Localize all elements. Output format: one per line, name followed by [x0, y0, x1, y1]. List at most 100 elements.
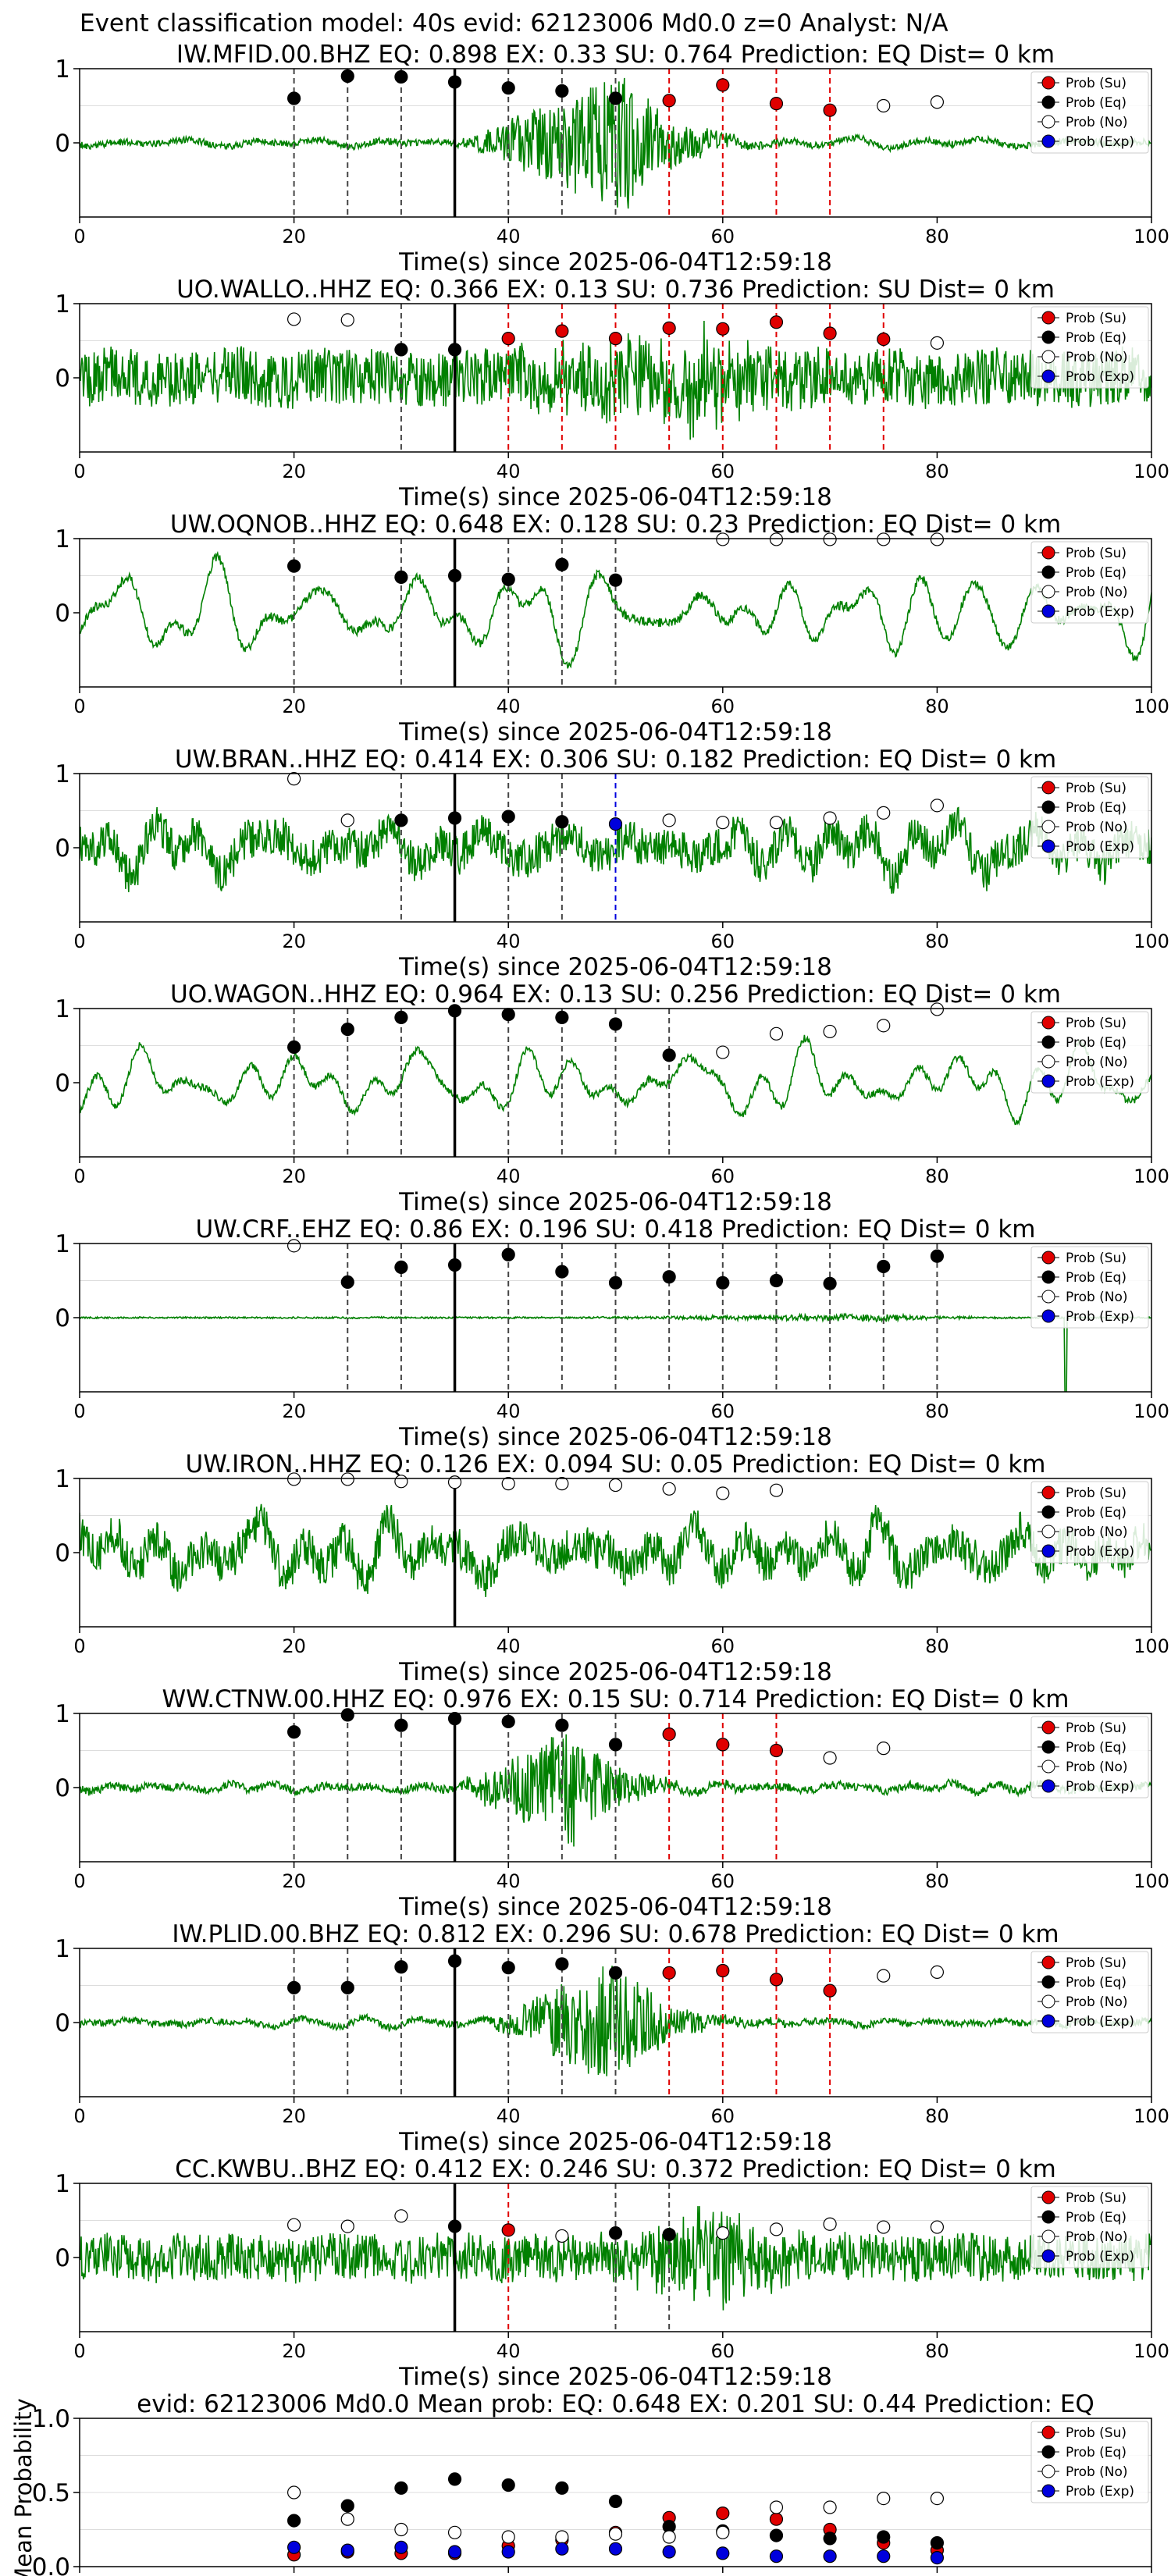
x-tick-label: 100: [1134, 461, 1169, 482]
legend: Prob (Su) Prob (Eq) Prob (No) Prob (Exp): [1030, 306, 1149, 389]
panel-5: UO.WAGON..HHZ EQ: 0.964 EX: 0.13 SU: 0.2…: [55, 980, 1169, 1216]
prob-point-no: [769, 1483, 784, 1497]
x-tick-label: 80: [925, 696, 949, 717]
prob-point-eq: [394, 1718, 408, 1732]
x-tick-label: 60: [711, 461, 735, 482]
y-tick-label: 0: [55, 2244, 70, 2272]
prob-point-su: [823, 1984, 837, 1998]
prob-point-eq: [555, 1718, 569, 1732]
panel-4: UW.BRAN..HHZ EQ: 0.414 EX: 0.306 SU: 0.1…: [55, 745, 1169, 981]
prob-point-su: [662, 94, 676, 108]
waveform-trace: [80, 1734, 1151, 1847]
x-tick-label: 20: [282, 930, 306, 952]
prob-point-exp: [608, 817, 623, 831]
panel-title: IW.MFID.00.BHZ EQ: 0.898 EX: 0.33 SU: 0.…: [176, 41, 1055, 69]
panel-title: UW.OQNOB..HHZ EQ: 0.648 EX: 0.128 SU: 0.…: [170, 511, 1061, 539]
x-tick-label: 60: [711, 696, 735, 717]
figure-title: Event classification model: 40s evid: 62…: [80, 9, 949, 37]
mean-point-exp: [287, 2540, 301, 2554]
prob-point-eq: [340, 1980, 354, 1994]
y-tick-label: 1: [55, 1700, 70, 1728]
prob-point-no: [877, 532, 891, 546]
x-tick-label: 60: [711, 226, 735, 247]
mean-point-no: [608, 2527, 623, 2541]
mean-point-no: [447, 2525, 462, 2539]
legend-label-no: Prob (No): [1066, 350, 1128, 365]
legend-box: [1030, 776, 1149, 859]
prob-point-no: [823, 1751, 837, 1765]
x-tick-label: 40: [497, 1870, 521, 1892]
legend-label-su: Prob (Su): [1066, 1485, 1127, 1501]
legend-marker-no: [1041, 1055, 1055, 1069]
y-tick-label: 1.0: [32, 2405, 70, 2433]
legend-label-eq: Prob (Eq): [1066, 1035, 1127, 1051]
prob-point-eq: [555, 815, 569, 829]
prob-point-no: [769, 2222, 784, 2236]
legend: Prob (Su) Prob (Eq) Prob (No) Prob (Exp): [1030, 776, 1149, 859]
prob-point-no: [716, 532, 730, 546]
plot-area: [80, 69, 1151, 217]
y-tick-label: 0.5: [32, 2479, 70, 2507]
prob-point-eq: [287, 1980, 301, 1994]
x-tick-label: 40: [497, 2105, 521, 2127]
legend-label-no: Prob (No): [1066, 1055, 1128, 1070]
mean-point-exp: [769, 2549, 784, 2564]
prob-point-eq: [608, 2226, 623, 2240]
panel-title: UW.IRON..HHZ EQ: 0.126 EX: 0.094 SU: 0.0…: [186, 1450, 1046, 1478]
mean-point-exp: [447, 2545, 462, 2559]
y-tick-label: 0: [55, 834, 70, 863]
mean-point-eq: [930, 2536, 945, 2550]
legend-marker-su: [1041, 1016, 1055, 1030]
legend-label-su: Prob (Su): [1066, 2425, 1127, 2441]
legend-marker-su: [1041, 76, 1055, 90]
plot-area: [80, 774, 1151, 922]
mean-point-su: [716, 2507, 730, 2521]
legend-marker-su: [1041, 2190, 1055, 2204]
x-tick-label: 20: [282, 2340, 306, 2362]
prob-point-no: [340, 313, 354, 327]
x-tick-label: 100: [1134, 696, 1169, 717]
legend-marker-su: [1041, 1485, 1055, 1500]
prob-point-eq: [394, 813, 408, 827]
prob-point-no: [287, 2218, 301, 2232]
prob-point-no: [447, 1475, 462, 1489]
legend-box: [1030, 541, 1149, 624]
legend-label-exp: Prob (Exp): [1066, 2249, 1134, 2265]
mean-point-no: [823, 2500, 837, 2514]
y-tick-label: 1: [55, 290, 70, 318]
legend: Prob (Su) Prob (Eq) Prob (No) Prob (Exp): [1030, 1246, 1149, 1329]
prob-point-eq: [287, 91, 301, 105]
mean-point-eq: [877, 2530, 891, 2544]
prob-point-eq: [394, 343, 408, 357]
x-tick-label: 100: [1134, 1635, 1169, 1657]
mean-point-no: [394, 2522, 408, 2537]
legend-marker-su: [1041, 2425, 1055, 2439]
prob-point-no: [877, 1742, 891, 1756]
x-axis-label: Time(s) since 2025-06-04T12:59:18: [398, 1893, 832, 1921]
prob-point-eq: [769, 1273, 784, 1288]
y-tick-label: 0: [55, 1069, 70, 1098]
legend-marker-su: [1041, 781, 1055, 795]
x-tick-label: 20: [282, 696, 306, 717]
x-axis-label: Time(s) since 2025-06-04T12:59:18: [398, 248, 832, 276]
prob-point-no: [769, 1026, 784, 1041]
y-tick-label: 1: [55, 1230, 70, 1258]
x-tick-label: 80: [925, 461, 949, 482]
prob-point-no: [340, 2219, 354, 2233]
x-tick-label: 20: [282, 461, 306, 482]
x-axis-label: Time(s) since 2025-06-04T12:59:18: [398, 2363, 832, 2391]
legend-marker-eq: [1041, 1035, 1055, 1049]
prob-point-eq: [608, 573, 623, 587]
panel-title: UW.CRF..EHZ EQ: 0.86 EX: 0.196 SU: 0.418…: [195, 1215, 1035, 1244]
legend-marker-exp: [1041, 2014, 1055, 2028]
prob-point-eq: [394, 1960, 408, 1974]
x-tick-label: 80: [925, 930, 949, 952]
panel-8: WW.CTNW.00.HHZ EQ: 0.976 EX: 0.15 SU: 0.…: [55, 1685, 1169, 1921]
legend-marker-eq: [1041, 2445, 1055, 2459]
y-tick-label: 0: [55, 1774, 70, 1802]
prob-point-eq: [394, 570, 408, 585]
legend-marker-no: [1041, 2229, 1055, 2243]
plot-area: [80, 2183, 1151, 2332]
prob-point-no: [930, 1965, 945, 1979]
prob-point-no: [877, 1969, 891, 1983]
